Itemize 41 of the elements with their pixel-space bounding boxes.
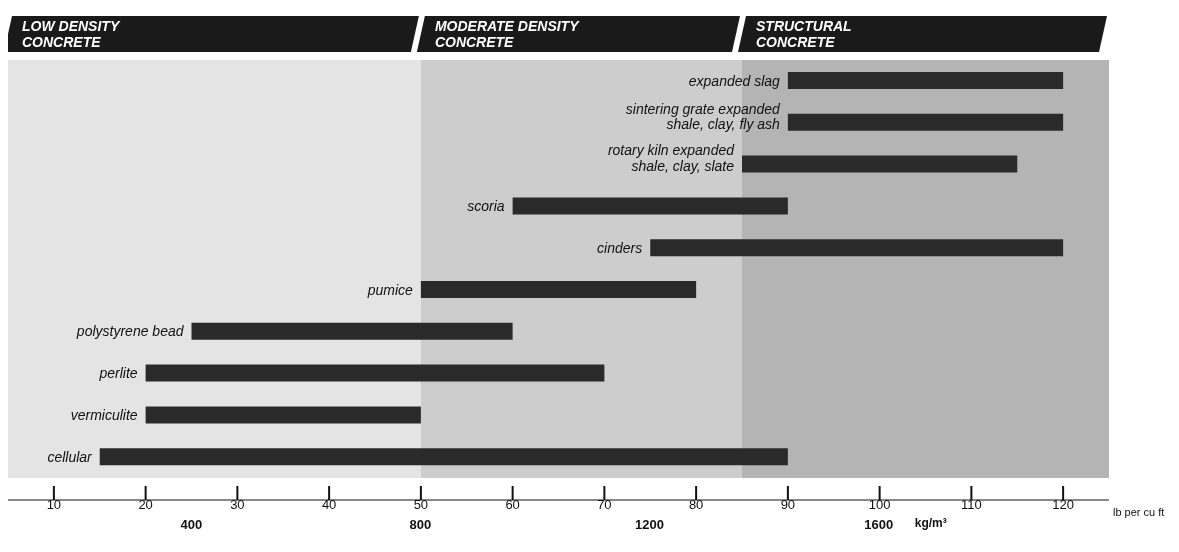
y-tick-label: polystyrene bead bbox=[75, 323, 185, 340]
y-tick-label: sintering grate expanded shale, clay, fly ash bbox=[625, 100, 782, 132]
bar bbox=[650, 239, 1064, 257]
y-tick-label: pumice bbox=[366, 281, 414, 298]
band-label: LOW DENSITY CONCRETE bbox=[22, 18, 121, 50]
bar bbox=[787, 72, 1064, 89]
band-label: STRUCTURAL CONCRETE bbox=[756, 18, 852, 50]
x-tick-label: 100 bbox=[868, 497, 891, 513]
x-tick-label: 30 bbox=[230, 497, 245, 513]
x-tick-label: 20 bbox=[138, 497, 153, 513]
bar bbox=[420, 281, 697, 298]
x2-tick-label: 400 bbox=[180, 517, 203, 533]
y-tick-label: expanded slag bbox=[688, 72, 781, 89]
x2-axis-title: kg/m³ bbox=[914, 516, 947, 530]
x-tick-label: 120 bbox=[1052, 497, 1074, 513]
x-tick-label: 60 bbox=[505, 497, 520, 513]
x-tick-label: 90 bbox=[780, 497, 796, 513]
bar bbox=[99, 448, 788, 466]
y-tick-label: scoria bbox=[467, 197, 505, 214]
y-tick-label: cellular bbox=[47, 448, 94, 465]
x2-tick-label: 800 bbox=[409, 517, 432, 533]
y-tick-label: cinders bbox=[597, 239, 643, 256]
bar bbox=[145, 364, 605, 382]
x2-tick-label: 1200 bbox=[635, 517, 665, 533]
bar bbox=[742, 155, 1018, 173]
y-tick-label: rotary kiln expanded shale, clay, slate bbox=[607, 142, 736, 174]
x-tick-label: 50 bbox=[413, 497, 429, 513]
y-tick-label: vermiculite bbox=[70, 406, 138, 423]
x-tick-label: 40 bbox=[321, 497, 337, 513]
x2-tick-label: 1600 bbox=[864, 517, 894, 533]
bar bbox=[787, 113, 1064, 131]
x-axis-title: lb per cu ft bbox=[1113, 505, 1165, 518]
bar bbox=[191, 322, 513, 340]
x-tick-label: 10 bbox=[46, 497, 62, 513]
x-tick-label: 80 bbox=[688, 497, 704, 513]
x-tick-label: 110 bbox=[961, 497, 982, 513]
bar bbox=[512, 197, 788, 215]
band-label: MODERATE DENSITY CONCRETE bbox=[434, 18, 581, 50]
x-tick-label: 70 bbox=[597, 497, 612, 513]
bar bbox=[145, 406, 421, 424]
y-tick-label: perlite bbox=[98, 365, 138, 382]
